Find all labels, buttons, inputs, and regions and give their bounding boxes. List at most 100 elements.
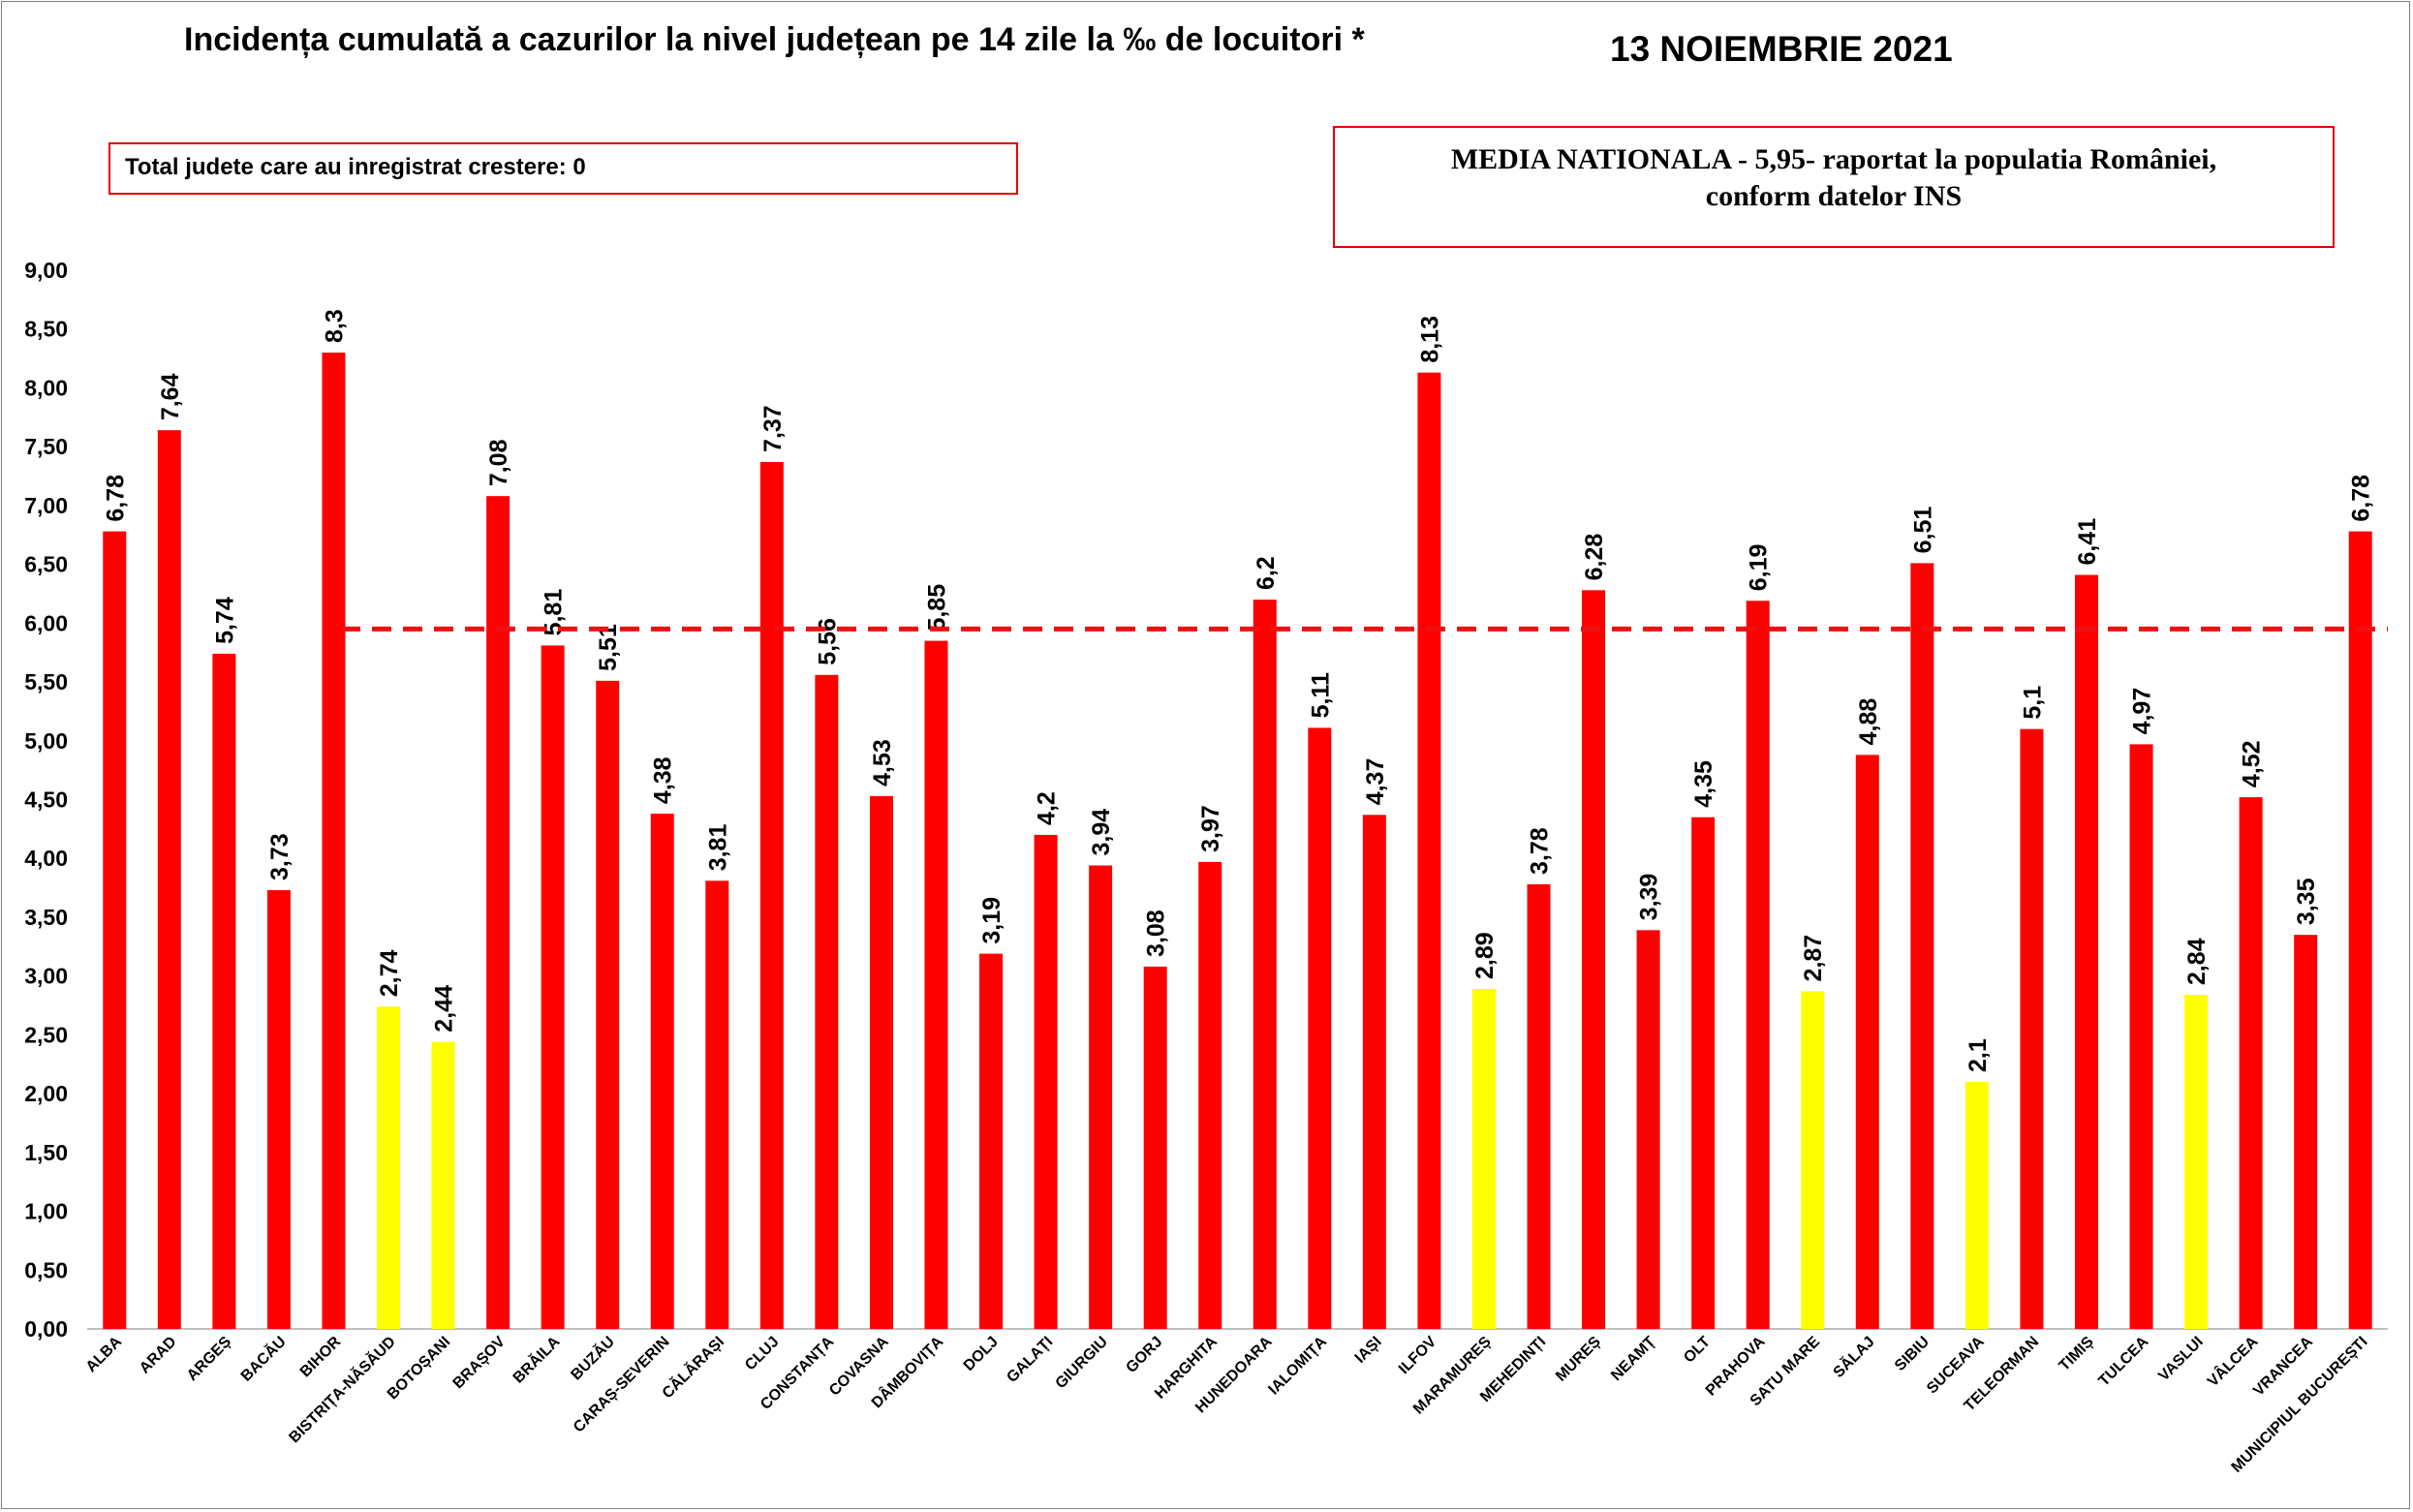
y-tick-label: 8,00 [24,375,68,400]
national-average-box: MEDIA NATIONALA - 5,95- raportat la popu… [1333,126,2335,248]
y-tick-label: 5,00 [24,728,68,754]
value-label: 3,35 [2293,878,2320,925]
value-label: 5,74 [211,597,238,644]
bar-vâlcea [2239,797,2263,1329]
category-label: MUREȘ [1553,1334,1604,1385]
bar-mehedinți [1527,883,1551,1329]
value-label: 5,51 [595,624,622,671]
value-label: 2,74 [376,949,403,997]
bar-maramureș [1471,989,1496,1329]
bar-cluj [759,461,784,1329]
bar-arad [157,430,181,1330]
y-tick-label: 2,50 [24,1022,68,1047]
y-tick-label: 6,00 [24,610,68,635]
y-tick-label: 0,50 [24,1257,68,1282]
value-label: 4,37 [1362,758,1389,806]
bar-olt [1691,817,1716,1329]
value-label: 6,41 [2074,518,2101,566]
category-label: ARGEȘ [184,1334,234,1384]
bar-covasna [869,795,893,1329]
value-label: 2,1 [1964,1038,1992,1072]
bar-buzău [596,680,620,1329]
bar-brăila [541,645,565,1329]
category-label: GORJ [1123,1334,1165,1376]
value-label: 2,44 [431,985,458,1033]
bar-mureș [1582,590,1606,1329]
value-label: 8,3 [321,309,348,343]
y-tick-label: 7,00 [24,493,68,518]
value-label: 3,73 [266,833,294,880]
bar-constanța [815,674,839,1329]
bar-vaslui [2184,995,2209,1329]
bar-gorj [1143,966,1167,1329]
bar-caraș-severin [650,814,674,1329]
value-label: 3,19 [978,897,1005,944]
y-tick-label: 3,00 [24,964,68,989]
bar-municipiul-bucurești [2348,531,2372,1329]
category-label: CARAȘ-SEVERIN [571,1334,673,1436]
category-label: IALOMIȚA [1265,1333,1330,1398]
value-label: 3,81 [704,824,731,872]
category-label: ALBA [83,1333,126,1375]
chart-title: Incidența cumulată a cazurilor la nivel … [184,21,1365,58]
category-label: BIHOR [297,1333,345,1380]
y-tick-label: 4,00 [24,846,68,871]
y-tick-label: 4,50 [24,787,68,813]
bar-harghita [1198,861,1222,1329]
y-tick-label: 1,50 [24,1140,68,1165]
category-label: IAȘI [1352,1334,1385,1367]
category-label: OLT [1681,1334,1714,1367]
value-label: 3,78 [1527,827,1554,875]
value-label: 6,28 [1581,534,1608,581]
y-tick-label: 3,50 [24,905,68,930]
value-label: 5,1 [2019,686,2046,720]
bar-bihor [322,353,346,1329]
category-label: VASLUI [2155,1334,2207,1385]
bar-satu-mare [1801,991,1825,1329]
value-label: 2,87 [1800,935,1827,982]
value-label: 5,56 [814,618,841,665]
value-label: 4,97 [2129,688,2156,735]
bar-argeș [212,653,236,1329]
bar-galați [1034,834,1058,1329]
value-label: 7,64 [157,373,184,420]
category-label: TIMIȘ [2057,1334,2097,1374]
bar-sibiu [1910,563,1934,1329]
bar-ialomița [1308,727,1332,1329]
value-label: 4,52 [2239,740,2266,787]
category-label: SIBIU [1892,1334,1933,1374]
category-label: BRAȘOV [450,1334,510,1393]
bar-iași [1362,815,1386,1329]
category-label: CLUJ [742,1334,783,1374]
bar-timiș [2074,574,2098,1329]
chart-date: 13 NOIEMBRIE 2021 [1610,29,1953,69]
value-label: 2,89 [1471,932,1499,979]
category-label: BUZĂU [567,1332,618,1383]
national-average-line2: conform datelor INS [1705,180,1963,212]
value-label: 4,53 [869,739,896,787]
bar-brașov [486,496,510,1329]
national-average-line1: MEDIA NATIONALA - 5,95- raportat la popu… [1450,143,2217,175]
value-label: 5,11 [1307,672,1334,718]
bar-bistrița-năsăud [377,1006,401,1329]
value-label: 6,2 [1253,556,1280,590]
bar-tulcea [2129,744,2153,1329]
bar-dâmbovița [924,640,948,1329]
bar-alba [103,531,127,1329]
value-label: 3,97 [1197,805,1224,852]
value-label: 7,08 [485,439,512,486]
value-label: 3,39 [1636,874,1663,921]
y-tick-label: 1,00 [24,1199,68,1224]
value-label: 6,19 [1746,544,1773,592]
y-tick-label: 0,00 [24,1316,68,1342]
y-tick-label: 2,00 [24,1081,68,1106]
y-tick-label: 5,50 [24,669,68,694]
value-label: 5,85 [923,584,950,632]
value-label: 6,78 [102,475,129,522]
value-label: 3,94 [1088,809,1115,856]
bar-giurgiu [1089,865,1113,1329]
bar-suceava [1964,1081,1989,1329]
bar-neamț [1636,930,1660,1329]
